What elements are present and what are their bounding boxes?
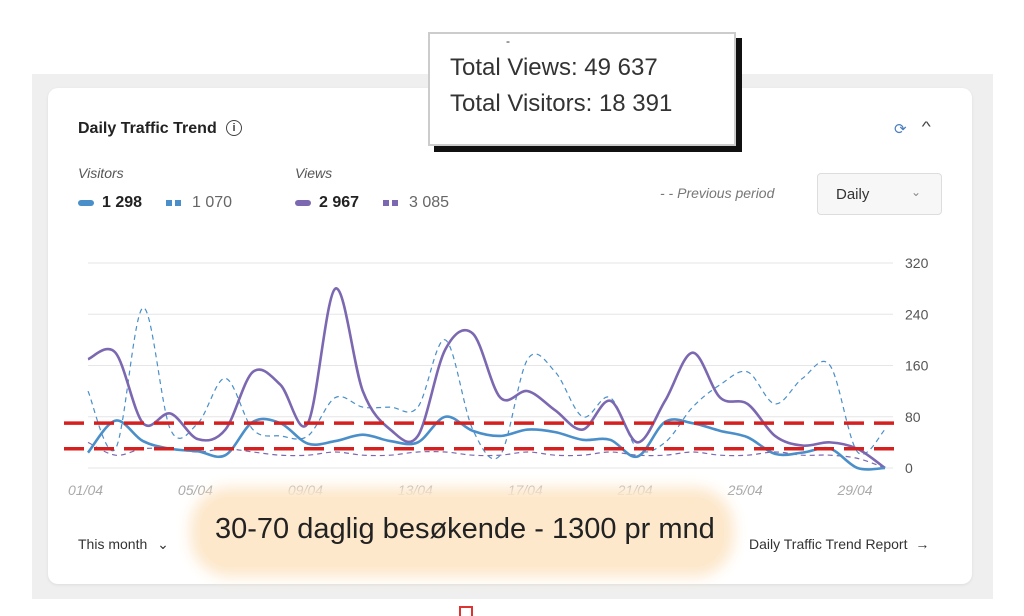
previous-period-label: - - Previous period [660,185,775,201]
views-solid-line [87,287,886,470]
legend-views-label: Views [295,165,333,181]
legend-views-previous[interactable]: 3 085 [383,194,449,212]
x-tick-label: 29/04 [837,482,873,498]
chevron-up-icon[interactable]: ^ [921,118,931,134]
report-link[interactable]: Daily Traffic Trend Report → [749,536,929,552]
views-current-value: 2 967 [319,194,360,211]
info-icon[interactable]: i [226,120,242,136]
arrow-right-icon: → [915,536,930,552]
range-label: This month [78,536,148,552]
y-tick-label: 320 [905,255,929,271]
x-tick-label: 25/04 [727,482,763,498]
legend-visitors-previous[interactable]: 1 070 [166,194,232,212]
x-tick-label: 05/04 [178,482,213,498]
x-tick-label: 01/04 [68,482,103,498]
handwritten-annotation: 30-70 daglig besøkende - 1300 pr mnd [215,513,715,545]
totals-tooltip: - Total Views: 49 637 Total Visitors: 18… [428,32,736,146]
y-tick-label: 160 [905,358,929,374]
total-visitors: Total Visitors: 18 391 [450,90,673,117]
period-select[interactable]: Daily ⌄ [817,173,942,215]
visitors-dashed-swatch [166,200,184,206]
views-solid-swatch [295,200,311,206]
legend-visitors-label: Visitors [78,165,124,181]
views-dashed-swatch [383,200,401,206]
visitors-solid-swatch [78,200,94,206]
legend-visitors-current[interactable]: 1 298 [78,194,142,212]
x-tick-label: 09/04 [288,482,323,498]
y-tick-label: 240 [905,306,929,322]
total-views: Total Views: 49 637 [450,54,658,81]
visitors-previous-value: 1 070 [192,194,233,211]
chevron-down-icon: ⌄ [911,185,922,199]
range-dropdown[interactable]: This month ⌄ [78,536,169,553]
visitors-solid-line [86,415,886,471]
stray-mark [459,606,473,616]
x-tick-label: 13/04 [398,482,433,498]
annotation-highlight [200,497,724,567]
refresh-icon[interactable]: ⟳ [894,121,907,138]
chevron-down-icon: ⌄ [157,536,169,552]
tooltip-dash: - [506,34,510,48]
visitors-current-value: 1 298 [102,194,143,211]
y-tick-label: 0 [905,460,913,476]
report-link-label: Daily Traffic Trend Report [749,536,908,552]
legend-views-current[interactable]: 2 967 [295,194,359,212]
x-tick-label: 17/04 [508,482,543,498]
period-select-value: Daily [836,186,870,203]
card-title: Daily Traffic Trend [78,120,217,137]
views-previous-value: 3 085 [409,194,450,211]
traffic-card: Daily Traffic Trend i ⟳ ^ Visitors Views… [48,88,972,584]
y-tick-label: 80 [905,409,921,425]
x-tick-label: 21/04 [617,482,653,498]
visitors-dashed-line [87,307,886,460]
